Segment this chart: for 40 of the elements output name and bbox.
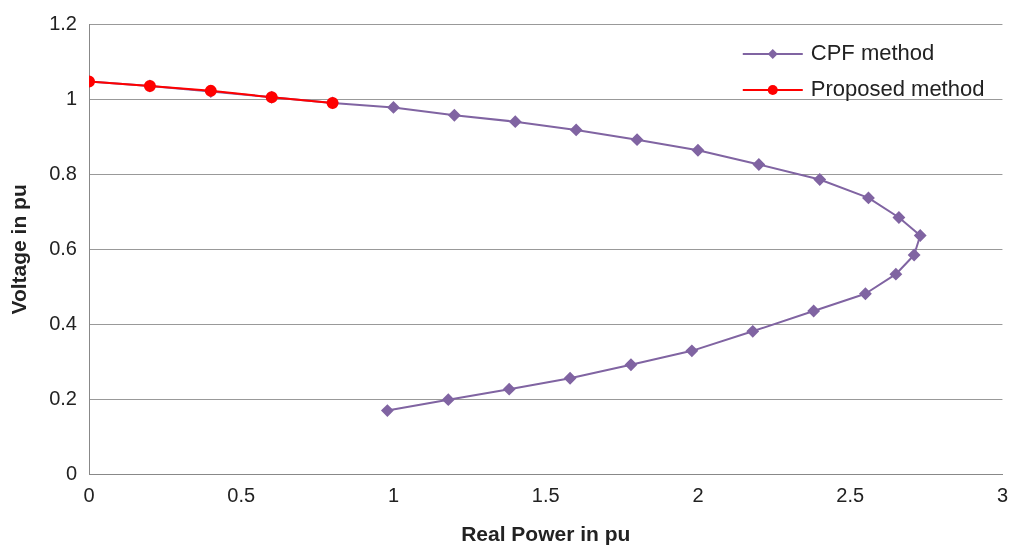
legend-label: CPF method <box>810 40 935 66</box>
point <box>862 191 875 204</box>
point <box>859 287 872 300</box>
x-tick-label: 2.5 <box>836 484 865 507</box>
x-tick-label: 2 <box>692 484 704 507</box>
x-tick-label: 0.5 <box>227 484 256 507</box>
y-tick-label: 1 <box>65 86 77 109</box>
point <box>387 101 400 114</box>
y-tick-label: 0.4 <box>49 312 77 335</box>
point <box>813 173 826 186</box>
x-tick-label: 0 <box>83 484 95 507</box>
point <box>564 372 577 385</box>
point <box>631 133 644 146</box>
x-tick-label: 1 <box>387 484 400 507</box>
point <box>752 158 765 171</box>
point <box>746 325 759 338</box>
point <box>509 115 522 128</box>
y-tick-label: 0.2 <box>49 387 77 410</box>
legend-label: Proposed method <box>810 76 985 102</box>
point <box>624 358 637 371</box>
y-tick-label: 0.6 <box>49 236 77 259</box>
y-axis-title: Voltage in pu <box>7 184 31 315</box>
x-tick-label: 3 <box>996 484 1008 507</box>
point <box>442 393 455 406</box>
point <box>503 383 516 396</box>
point <box>889 268 902 281</box>
x-tick-label: 1.5 <box>531 484 560 507</box>
y-tick-label: 0.8 <box>49 161 77 184</box>
x-axis-title: Real Power in pu <box>461 522 631 546</box>
point <box>807 305 820 318</box>
point <box>892 211 905 224</box>
point <box>448 109 461 122</box>
point <box>685 344 698 357</box>
point <box>381 404 394 417</box>
y-tick-label: 1.2 <box>49 11 77 34</box>
point <box>914 229 927 242</box>
point <box>570 123 583 136</box>
y-tick-label: 0 <box>65 462 77 485</box>
point <box>691 144 704 157</box>
point <box>908 249 921 262</box>
